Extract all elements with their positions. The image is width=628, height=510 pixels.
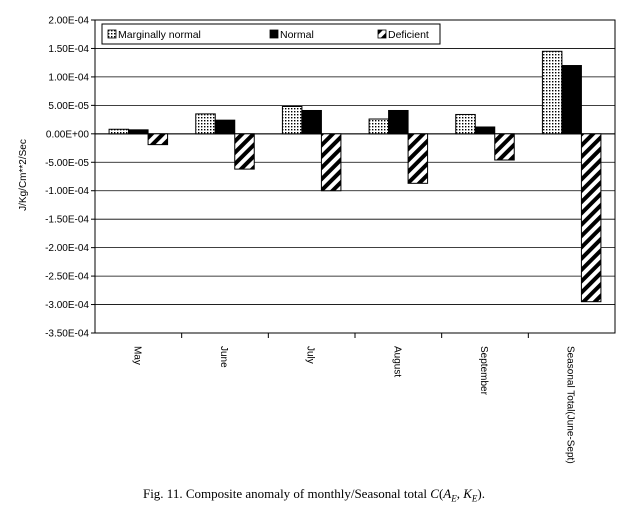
bar-diagonal-stripes [234,133,255,170]
bar-solid [214,119,236,135]
bar-solid [128,129,149,135]
bar-diagonal-stripes [320,133,342,192]
legend-swatch [377,29,387,39]
y-tick-label: 1.00E-04 [48,72,89,83]
bar-solid [301,109,322,135]
plot-area [94,19,616,334]
caption-k-subscript: E [471,493,478,504]
x-tick-label: Seasonal Total(June-Sept) [565,346,576,464]
y-tick-label: -1.00E-04 [45,186,89,197]
bar-dots [108,128,130,135]
y-tick-label: 1.50E-04 [48,44,89,55]
bars [108,50,602,303]
legend: Marginally normal Normal Deficient [101,23,441,45]
caption-comma: , [456,486,464,501]
legend-label: Deficient [388,29,429,41]
caption-k-symbol: K [463,486,472,501]
legend-label: Marginally normal [118,29,201,41]
axis-labels: 2.00E-04 1.50E-04 1.00E-04 5.00E-05 0.00E+00… [45,16,576,464]
y-tick-label: -3.00E-04 [45,300,89,311]
gridlines [95,19,615,334]
y-tick-label: -1.50E-04 [45,215,89,226]
bar-dots [541,50,563,135]
y-tick-label: -2.50E-04 [45,272,89,283]
axes [91,19,616,338]
y-tick-label: -3.50E-04 [45,329,89,340]
bar-dots [455,113,476,135]
figure-caption: Fig. 11. Composite anomaly of monthly/Se… [0,486,628,504]
bar-dots [195,113,216,135]
caption-prefix: Fig. 11. Composite anomaly of monthly/Se… [142,486,431,501]
bar-diagonal-stripes [580,133,602,303]
bar-dots [368,118,390,135]
y-tick-label: 5.00E-05 [48,101,89,112]
bar-diagonal-stripes [494,133,515,161]
y-tick-label: -5.00E-05 [45,158,89,169]
legend-swatch [269,29,279,39]
bar-diagonal-stripes [407,133,429,184]
bar-solid [474,126,496,135]
y-tick-label: 0.00E+00 [46,129,90,140]
y-axis-label: J/Kg/Cm**2/Sec [18,139,29,211]
legend-label: Normal [280,29,314,41]
bar-dots [281,106,303,135]
x-tick-label: May [131,346,142,365]
caption-open-paren: ( [438,486,444,501]
y-tick-label: 2.00E-04 [48,16,89,27]
bar-chart: 2.00E-04 1.50E-04 1.00E-04 5.00E-05 0.00E+00… [18,16,616,464]
caption-a-symbol: A [443,486,452,501]
x-tick-label: September [478,346,489,396]
caption-c-symbol: C [430,486,439,501]
bar-solid [388,109,409,135]
caption-close: ). [477,486,486,501]
x-tick-label: July [305,346,316,364]
legend-swatch [107,29,117,39]
x-tick-label: June [218,346,229,368]
bar-solid [561,65,582,135]
caption-a-subscript: E [451,493,457,504]
y-tick-label: -2.00E-04 [45,243,89,254]
x-tick-label: August [391,346,402,377]
bar-diagonal-stripes [147,133,169,146]
